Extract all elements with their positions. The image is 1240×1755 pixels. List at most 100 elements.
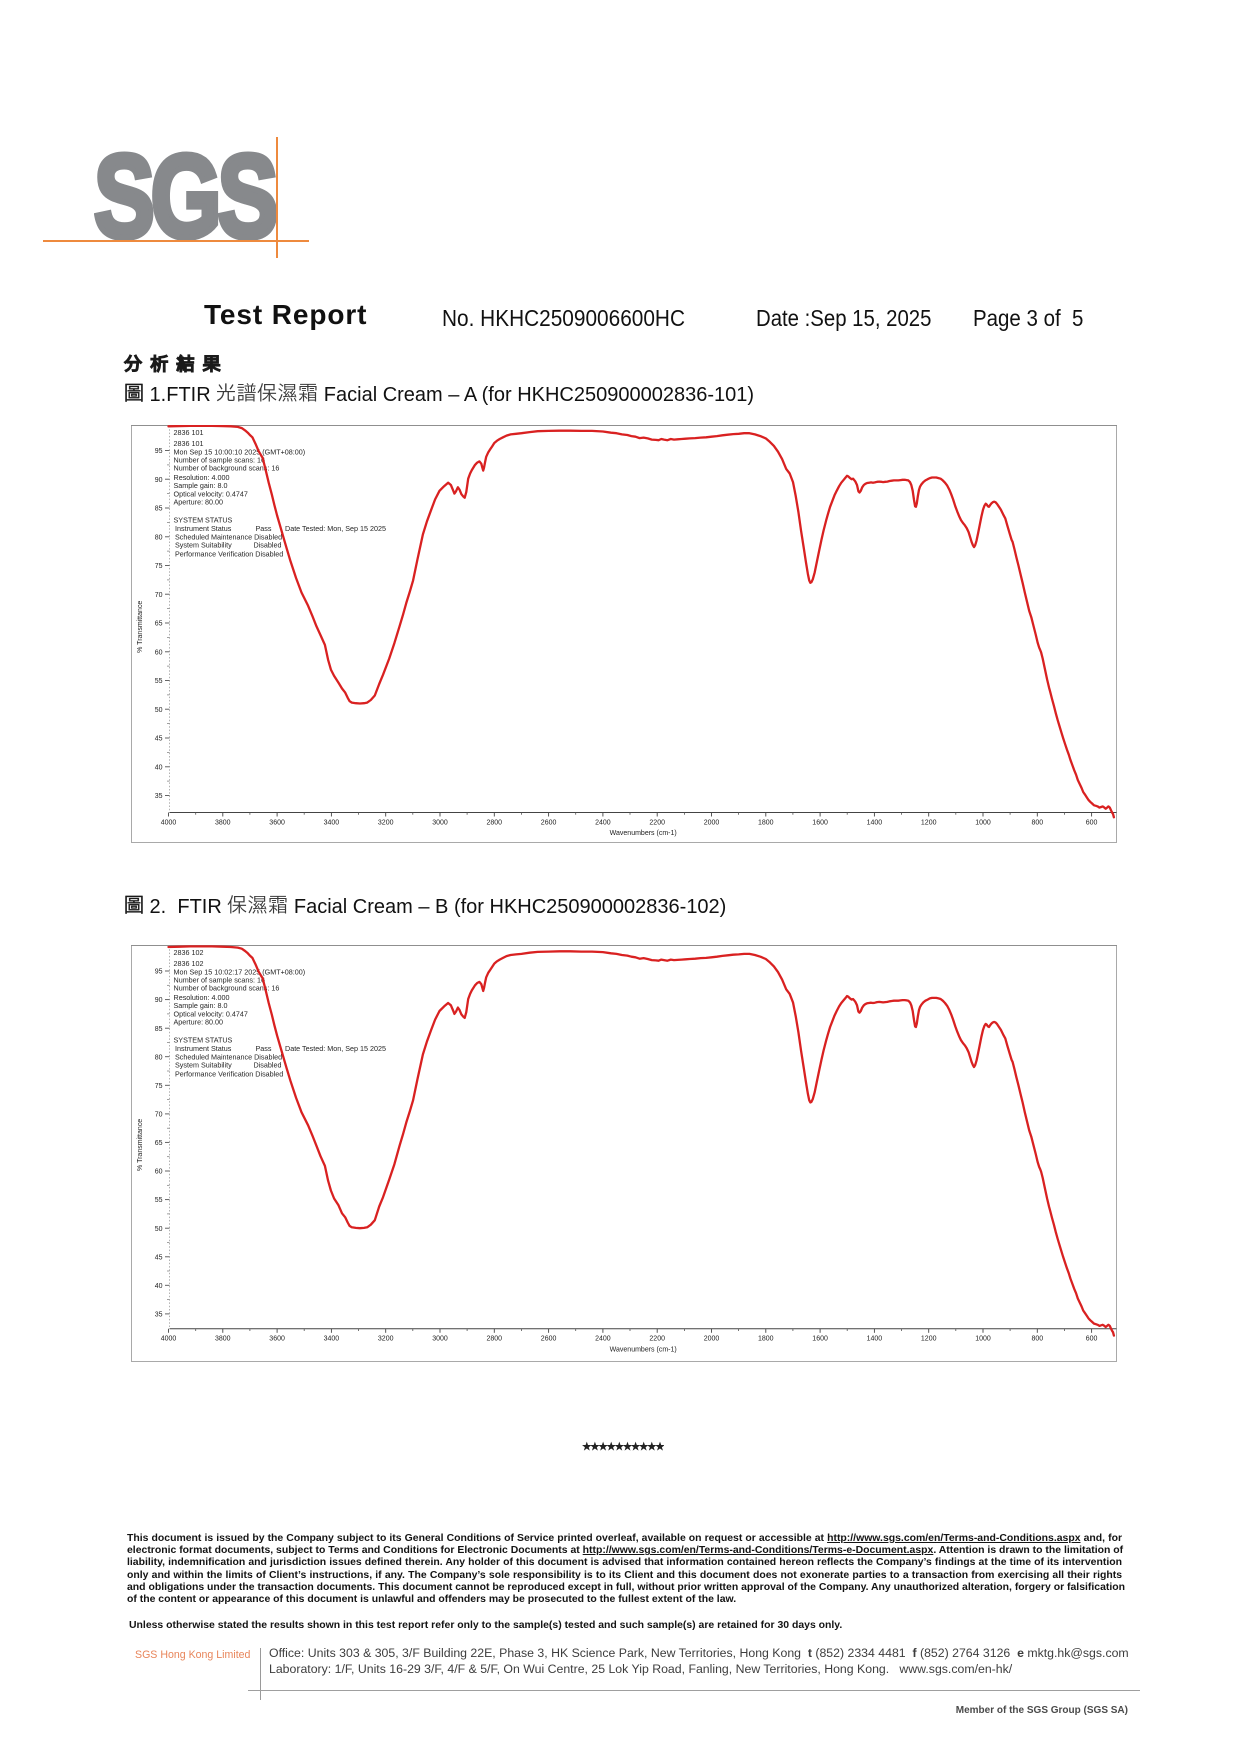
- svg-text:1600: 1600: [812, 819, 828, 826]
- svg-text:80: 80: [155, 1054, 163, 1061]
- svg-text:Date Tested: Mon, Sep 15 2025: Date Tested: Mon, Sep 15 2025: [285, 524, 386, 533]
- svg-text:2600: 2600: [541, 1336, 557, 1343]
- svg-text:60: 60: [155, 1169, 163, 1176]
- svg-text:% Transmittance: % Transmittance: [137, 601, 144, 653]
- svg-text:45: 45: [155, 1254, 163, 1261]
- svg-text:Number of background scans: 1: Number of background scans: 16: [174, 464, 280, 473]
- svg-text:SYSTEM STATUS: SYSTEM STATUS: [174, 1036, 233, 1045]
- svg-text:Optical velocity: 0.4747: Optical velocity: 0.4747: [174, 1009, 248, 1018]
- svg-text:1600: 1600: [812, 1336, 828, 1343]
- svg-text:Date Tested: Mon, Sep 15 2025: Date Tested: Mon, Sep 15 2025: [285, 1044, 386, 1053]
- svg-text:2000: 2000: [704, 1336, 720, 1343]
- svg-text:Number of sample scans: 16: Number of sample scans: 16: [174, 456, 265, 465]
- svg-text:Number of background scans: 1: Number of background scans: 16: [174, 984, 280, 993]
- svg-text:2800: 2800: [487, 1336, 503, 1343]
- svg-text:60: 60: [155, 649, 163, 656]
- svg-text:Aperture: 80.00: Aperture: 80.00: [174, 498, 224, 507]
- svg-text:55: 55: [155, 678, 163, 685]
- svg-text:2200: 2200: [649, 819, 665, 826]
- svg-text:Mon Sep 15 10:02:17 2025 (GMT+: Mon Sep 15 10:02:17 2025 (GMT+08:00): [174, 967, 306, 976]
- svg-text:2200: 2200: [649, 1336, 665, 1343]
- svg-text:SYSTEM STATUS: SYSTEM STATUS: [174, 516, 233, 525]
- svg-text:1000: 1000: [975, 1336, 991, 1343]
- svg-text:Mon Sep 15 10:00:10 2025 (GMT+: Mon Sep 15 10:00:10 2025 (GMT+08:00): [174, 447, 306, 456]
- svg-text:4000: 4000: [161, 819, 177, 826]
- svg-text:3000: 3000: [432, 1336, 448, 1343]
- svg-text:75: 75: [155, 563, 163, 570]
- svg-text:Aperture: 80.00: Aperture: 80.00: [174, 1018, 224, 1027]
- svg-text:1800: 1800: [758, 819, 774, 826]
- svg-text:65: 65: [155, 1140, 163, 1147]
- svg-text:Pass: Pass: [256, 1044, 272, 1053]
- svg-text:3200: 3200: [378, 1336, 394, 1343]
- svg-text:2836 101: 2836 101: [174, 439, 204, 448]
- svg-text:2000: 2000: [704, 819, 720, 826]
- svg-text:85: 85: [155, 506, 163, 513]
- svg-text:Resolution: 4.000: Resolution: 4.000: [174, 473, 230, 482]
- svg-text:50: 50: [155, 1226, 163, 1233]
- svg-text:3200: 3200: [378, 819, 394, 826]
- svg-text:1800: 1800: [758, 1336, 774, 1343]
- svg-text:Pass: Pass: [256, 524, 272, 533]
- svg-text:Scheduled Maintenance Disable: Scheduled Maintenance Disabled: [175, 532, 282, 541]
- svg-text:70: 70: [155, 1112, 163, 1119]
- svg-text:75: 75: [155, 1083, 163, 1090]
- svg-text:35: 35: [155, 793, 163, 800]
- svg-text:Resolution: 4.000: Resolution: 4.000: [174, 993, 230, 1002]
- svg-text:90: 90: [155, 477, 163, 484]
- svg-text:90: 90: [155, 997, 163, 1004]
- svg-text:Scheduled Maintenance Disable: Scheduled Maintenance Disabled: [175, 1052, 282, 1061]
- svg-text:System Suitability: System Suitability: [175, 1061, 232, 1070]
- svg-text:2836 102: 2836 102: [174, 959, 204, 968]
- svg-text:95: 95: [155, 969, 163, 976]
- svg-text:800: 800: [1031, 819, 1043, 826]
- svg-text:2600: 2600: [541, 819, 557, 826]
- svg-text:70: 70: [155, 592, 163, 599]
- svg-text:Disabled: Disabled: [254, 541, 282, 550]
- svg-text:2800: 2800: [487, 819, 503, 826]
- svg-text:Performance Verification Disab: Performance Verification Disabled: [175, 549, 283, 558]
- svg-text:45: 45: [155, 736, 163, 743]
- svg-text:Sample gain: 8.0: Sample gain: 8.0: [174, 1001, 228, 1010]
- svg-text:1400: 1400: [867, 819, 883, 826]
- svg-text:4000: 4000: [161, 1336, 177, 1343]
- svg-text:1200: 1200: [921, 819, 937, 826]
- svg-text:50: 50: [155, 707, 163, 714]
- svg-text:55: 55: [155, 1197, 163, 1204]
- svg-text:3800: 3800: [215, 1336, 231, 1343]
- svg-text:Sample gain: 8.0: Sample gain: 8.0: [174, 481, 228, 490]
- svg-text:2400: 2400: [595, 1336, 611, 1343]
- svg-text:3600: 3600: [269, 819, 285, 826]
- svg-text:2836 102: 2836 102: [174, 948, 204, 957]
- svg-text:2400: 2400: [595, 819, 611, 826]
- svg-text:35: 35: [155, 1312, 163, 1319]
- svg-text:% Transmittance: % Transmittance: [137, 1119, 144, 1171]
- svg-text:1000: 1000: [975, 819, 991, 826]
- svg-text:Wavenumbers (cm-1): Wavenumbers (cm-1): [610, 1346, 677, 1353]
- svg-text:800: 800: [1031, 1336, 1043, 1343]
- svg-text:95: 95: [155, 448, 163, 455]
- svg-text:3000: 3000: [432, 819, 448, 826]
- svg-text:600: 600: [1086, 819, 1098, 826]
- svg-text:85: 85: [155, 1026, 163, 1033]
- svg-text:80: 80: [155, 534, 163, 541]
- svg-text:600: 600: [1086, 1336, 1098, 1343]
- svg-text:Number of sample scans: 16: Number of sample scans: 16: [174, 976, 265, 985]
- svg-text:3600: 3600: [269, 1336, 285, 1343]
- svg-text:3800: 3800: [215, 819, 231, 826]
- svg-text:1400: 1400: [867, 1336, 883, 1343]
- svg-text:Disabled: Disabled: [254, 1061, 282, 1070]
- svg-text:40: 40: [155, 764, 163, 771]
- svg-text:Optical velocity: 0.4747: Optical velocity: 0.4747: [174, 489, 248, 498]
- svg-text:65: 65: [155, 621, 163, 628]
- svg-text:40: 40: [155, 1283, 163, 1290]
- svg-text:System Suitability: System Suitability: [175, 541, 232, 550]
- svg-text:3400: 3400: [324, 819, 340, 826]
- svg-text:Instrument Status: Instrument Status: [175, 524, 232, 533]
- svg-text:Performance Verification Disab: Performance Verification Disabled: [175, 1069, 283, 1078]
- svg-text:Instrument Status: Instrument Status: [175, 1044, 232, 1053]
- svg-text:3400: 3400: [324, 1336, 340, 1343]
- svg-text:2836 101: 2836 101: [174, 428, 204, 437]
- svg-text:1200: 1200: [921, 1336, 937, 1343]
- svg-text:Wavenumbers (cm-1): Wavenumbers (cm-1): [610, 830, 677, 837]
